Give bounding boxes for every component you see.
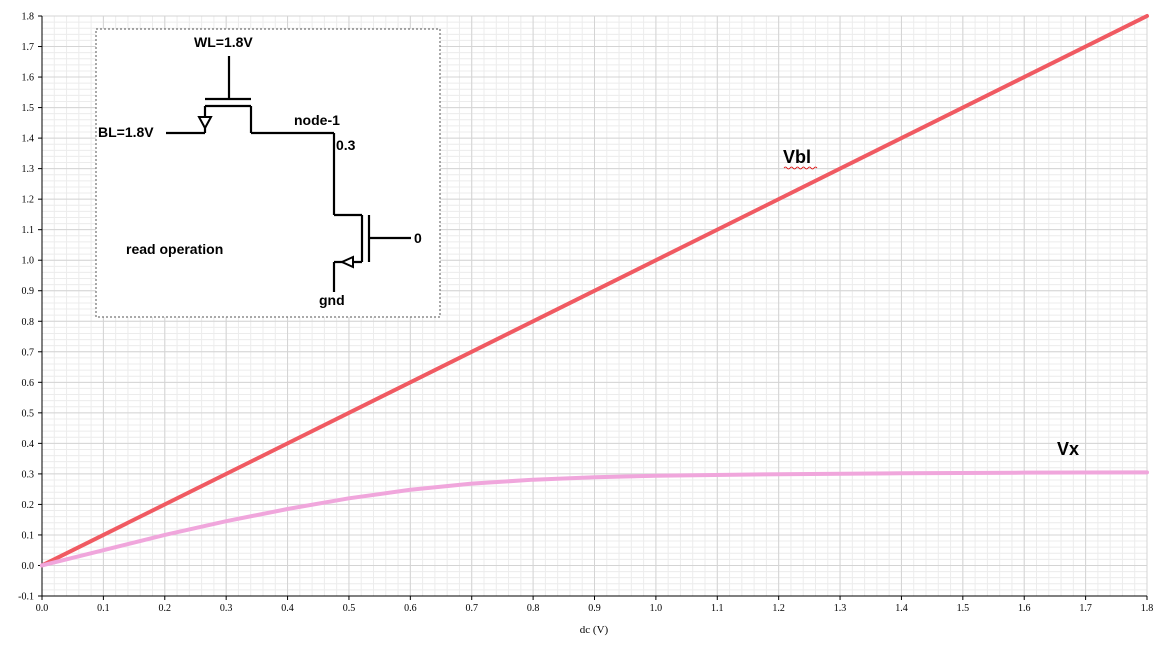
x-axis-ticks: 0.0 0.1 0.2 0.3 0.4 0.5 0.6 0.7 0.8 0.9 1.0 1.1 1.2 1…: [36, 596, 1154, 614]
y-tick-label: 0.7: [22, 347, 35, 358]
y-tick-label: 1.3: [22, 164, 35, 175]
y-tick-label: 0.6: [22, 378, 35, 389]
x-tick-label: 1.3: [834, 603, 847, 614]
read-operation-caption: read operation: [126, 241, 223, 257]
x-tick-label: 0.8: [527, 603, 540, 614]
y-tick-label: 1.5: [22, 103, 35, 114]
gate-value: 0: [414, 230, 422, 246]
x-tick-label: 0.7: [465, 603, 478, 614]
y-tick-label: 0.3: [22, 469, 35, 480]
y-tick-label: 1.4: [22, 134, 35, 145]
series-label-vbl: Vbl: [783, 147, 811, 167]
x-tick-label: 1.2: [772, 603, 785, 614]
x-tick-label: 1.4: [895, 603, 908, 614]
y-tick-label: 1.0: [22, 256, 35, 267]
inset-border: [95, 28, 441, 318]
y-tick-label: 1.6: [22, 73, 35, 84]
wl-label: WL=1.8V: [194, 34, 253, 50]
y-tick-label: 1.7: [22, 42, 35, 53]
spellcheck-underline: [783, 166, 818, 170]
y-tick-label: -0.1: [18, 592, 34, 603]
x-tick-label: 0.3: [220, 603, 233, 614]
y-tick-label: 0.4: [22, 439, 35, 450]
y-tick-label: 1.1: [22, 225, 35, 236]
x-tick-label: 1.7: [1079, 603, 1092, 614]
y-tick-label: 0.9: [22, 286, 35, 297]
x-tick-label: 0.9: [588, 603, 601, 614]
x-tick-label: 0.4: [281, 603, 294, 614]
y-tick-label: 0.0: [22, 561, 35, 572]
x-tick-label: 0.6: [404, 603, 417, 614]
x-tick-label: 1.6: [1018, 603, 1031, 614]
y-axis-ticks: -0.1 0.0 0.1 0.2 0.3 0.4 0.5 0.6 0.7 0.8 0.9 1.0 1.1…: [18, 12, 42, 603]
y-tick-label: 0.2: [22, 500, 35, 511]
x-axis-title: dc (V): [580, 624, 609, 636]
node-value: 0.3: [336, 137, 356, 153]
x-tick-label: 1.8: [1141, 603, 1154, 614]
access-transistor-symbol: [166, 56, 334, 135]
node-label: node-1: [294, 112, 340, 128]
arrow-icon: [197, 116, 213, 131]
y-tick-label: 0.8: [22, 317, 35, 328]
y-tick-label: 0.1: [22, 530, 35, 541]
x-tick-label: 1.5: [957, 603, 970, 614]
x-tick-label: 1.0: [650, 603, 663, 614]
series-line-vbl: [40, 14, 1149, 568]
x-tick-label: 0.2: [159, 603, 172, 614]
y-tick-label: 1.8: [22, 12, 35, 23]
arrow-icon: [339, 255, 354, 269]
y-tick-label: 1.2: [22, 195, 35, 206]
pulldown-transistor-symbol: [332, 133, 411, 292]
x-tick-label: 0.1: [97, 603, 110, 614]
gnd-label: gnd: [319, 292, 345, 308]
series-layer: [40, 14, 1149, 568]
bl-label: BL=1.8V: [98, 124, 154, 140]
y-tick-label: 0.5: [22, 408, 35, 419]
x-tick-label: 0.0: [36, 603, 49, 614]
schematic-inset: WL=1.8V BL=1.8V node-1 0.3 0 gnd read op…: [95, 28, 441, 318]
series-label-vx: Vx: [1057, 439, 1079, 459]
x-tick-label: 0.5: [343, 603, 356, 614]
x-tick-label: 1.1: [711, 603, 724, 614]
series-line-vx: [40, 470, 1149, 568]
